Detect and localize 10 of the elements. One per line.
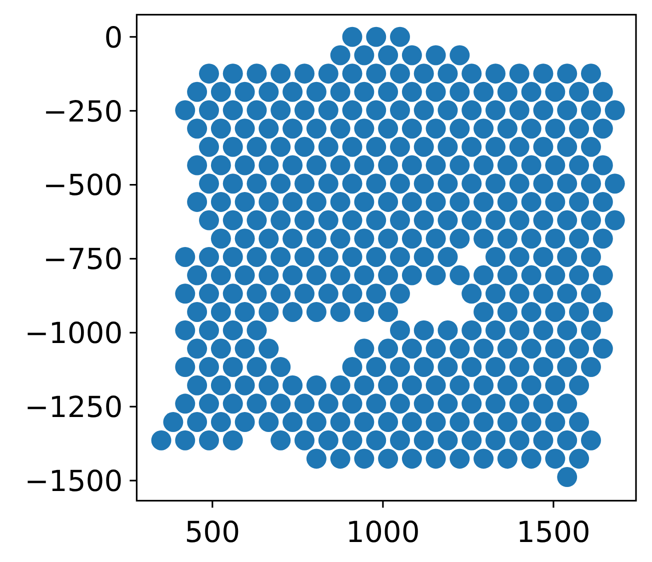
y-tick-label: −1000 — [24, 316, 123, 350]
y-tick-label: −1500 — [24, 464, 123, 498]
y-tick-label: −500 — [43, 168, 123, 202]
x-tick-label: 500 — [184, 514, 240, 549]
y-tick-label: −250 — [43, 94, 123, 128]
x-tick-label: 1500 — [516, 514, 590, 549]
x-tick-label: 1000 — [346, 514, 420, 549]
y-tick-label: −1250 — [24, 390, 123, 424]
y-tick-label: −750 — [43, 242, 123, 276]
y-tick-label: 0 — [104, 20, 123, 54]
